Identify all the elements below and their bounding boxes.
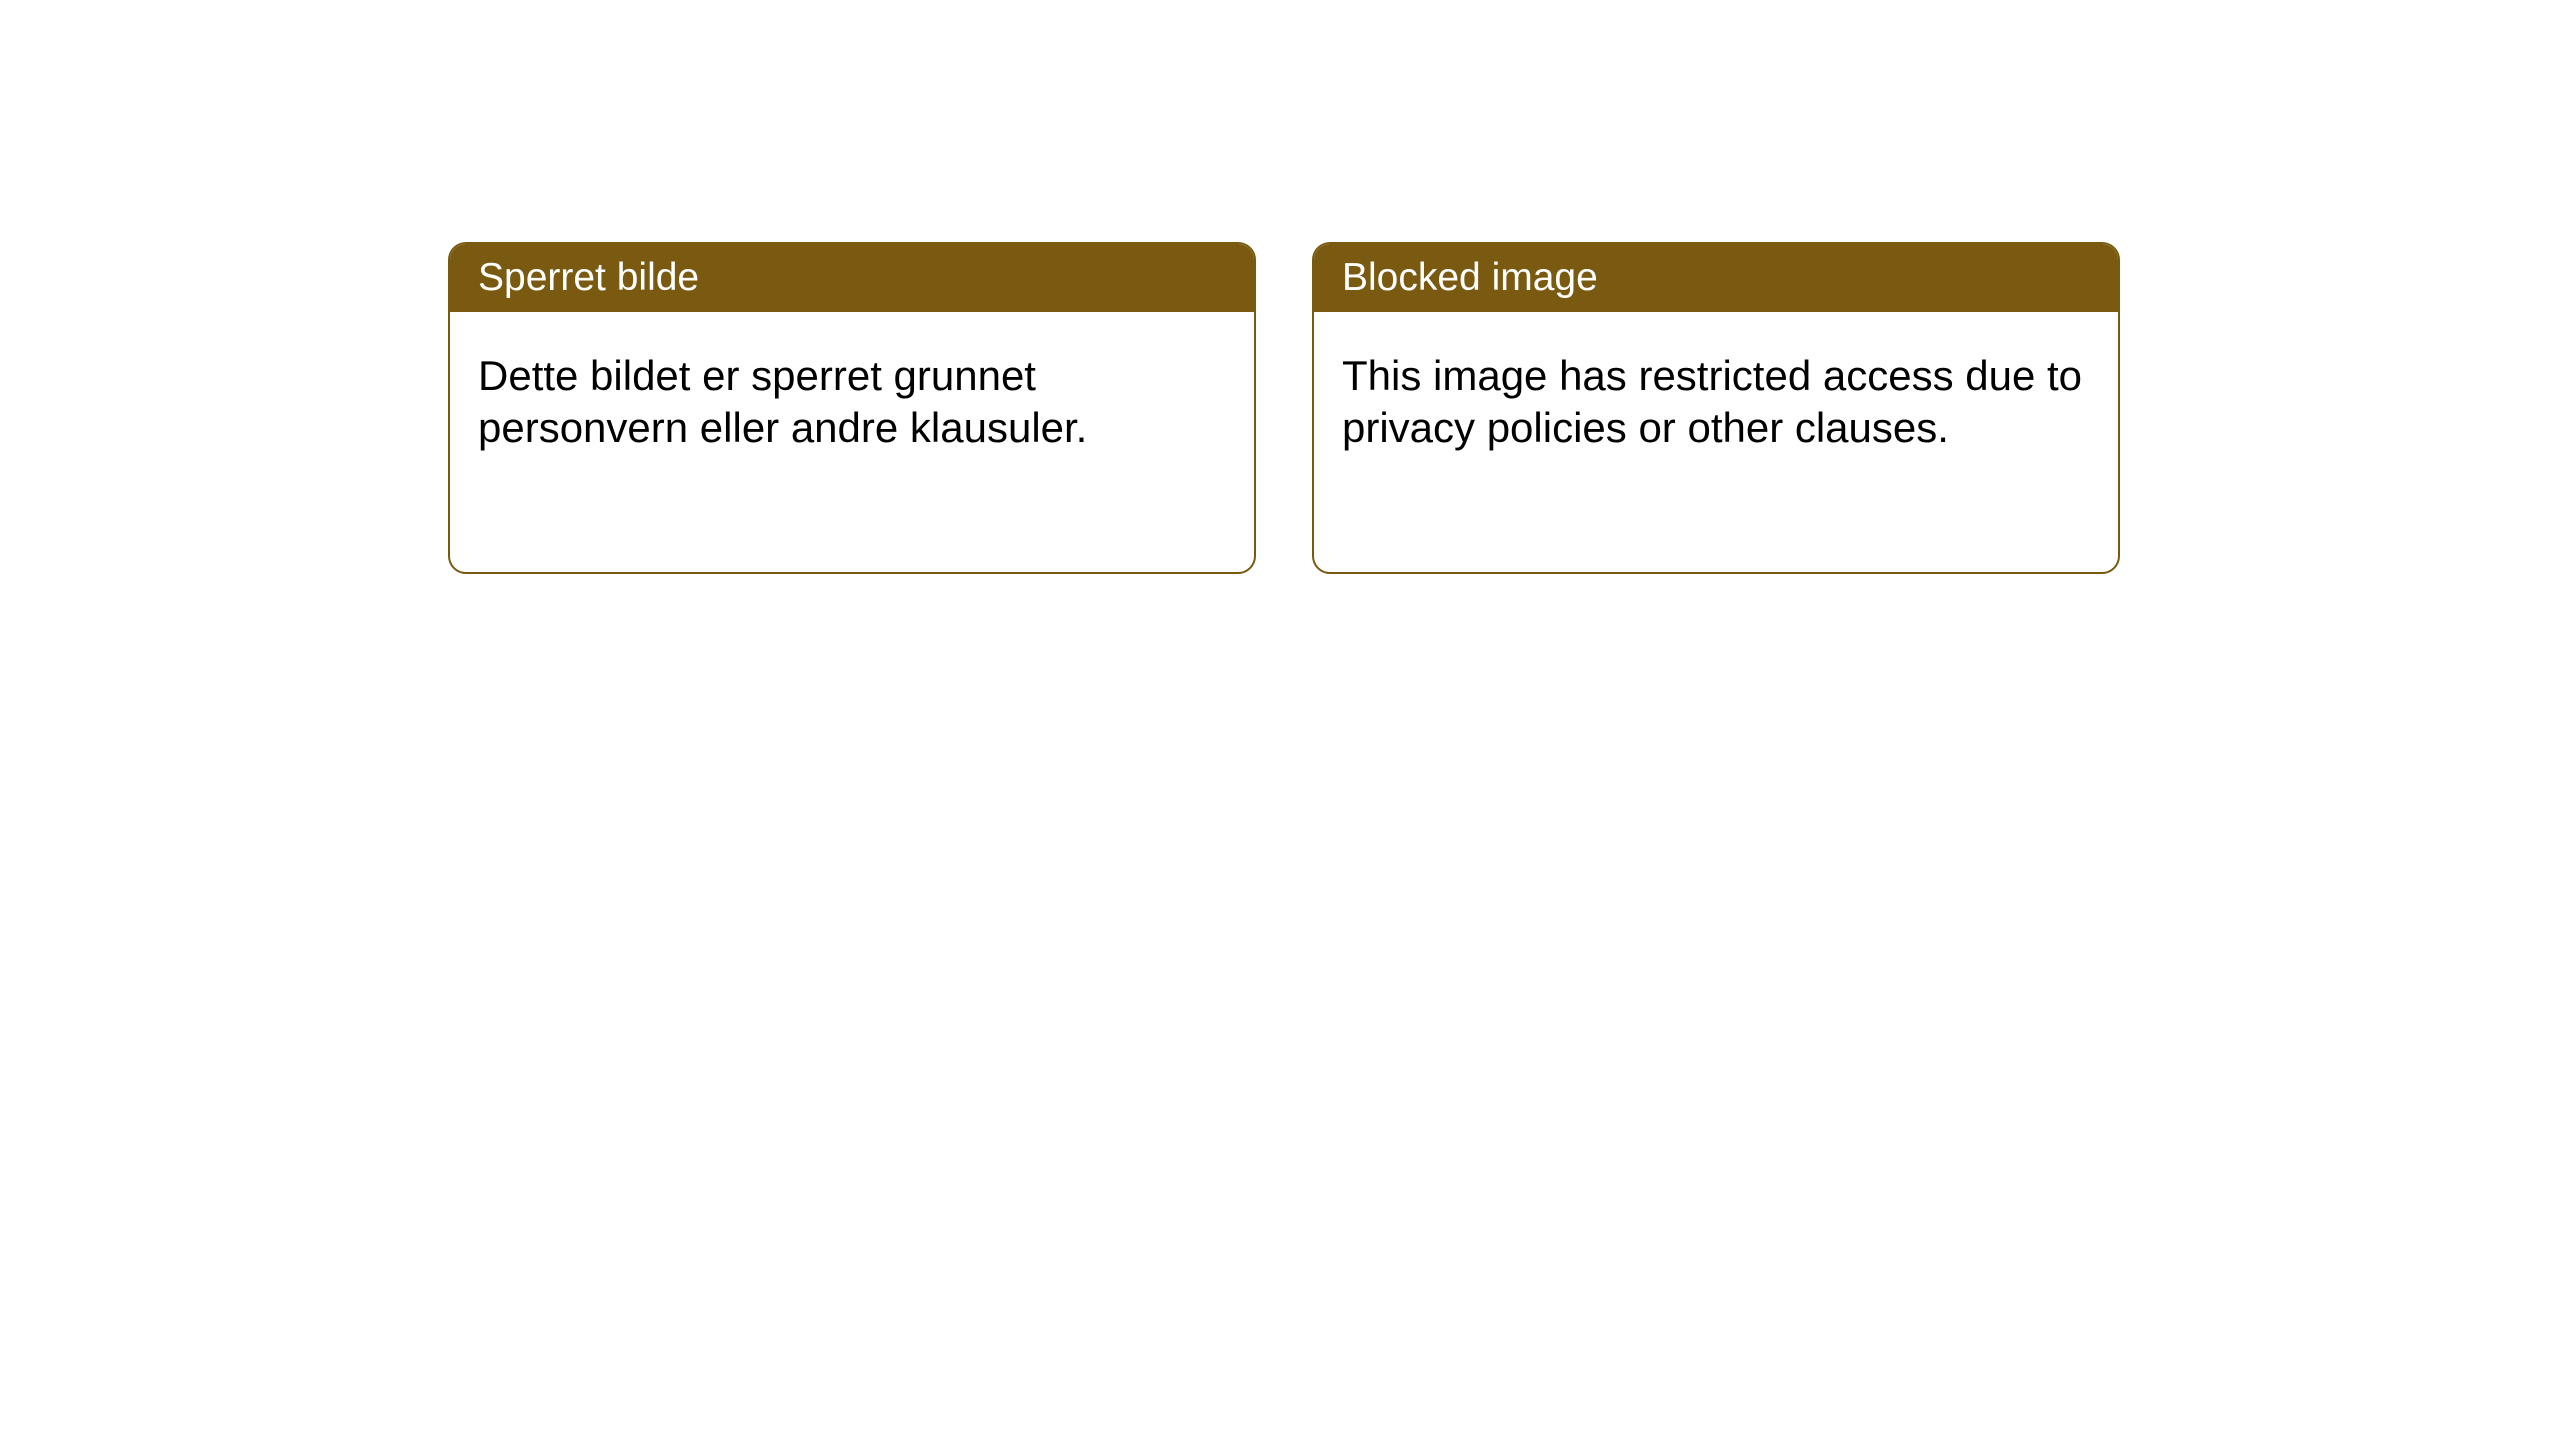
notice-message-english: This image has restricted access due to …: [1314, 312, 2118, 572]
notice-title-english: Blocked image: [1314, 244, 2118, 312]
notice-box-english: Blocked image This image has restricted …: [1312, 242, 2120, 574]
notice-container: Sperret bilde Dette bildet er sperret gr…: [448, 242, 2120, 574]
notice-box-norwegian: Sperret bilde Dette bildet er sperret gr…: [448, 242, 1256, 574]
notice-title-norwegian: Sperret bilde: [450, 244, 1254, 312]
notice-message-norwegian: Dette bildet er sperret grunnet personve…: [450, 312, 1254, 572]
